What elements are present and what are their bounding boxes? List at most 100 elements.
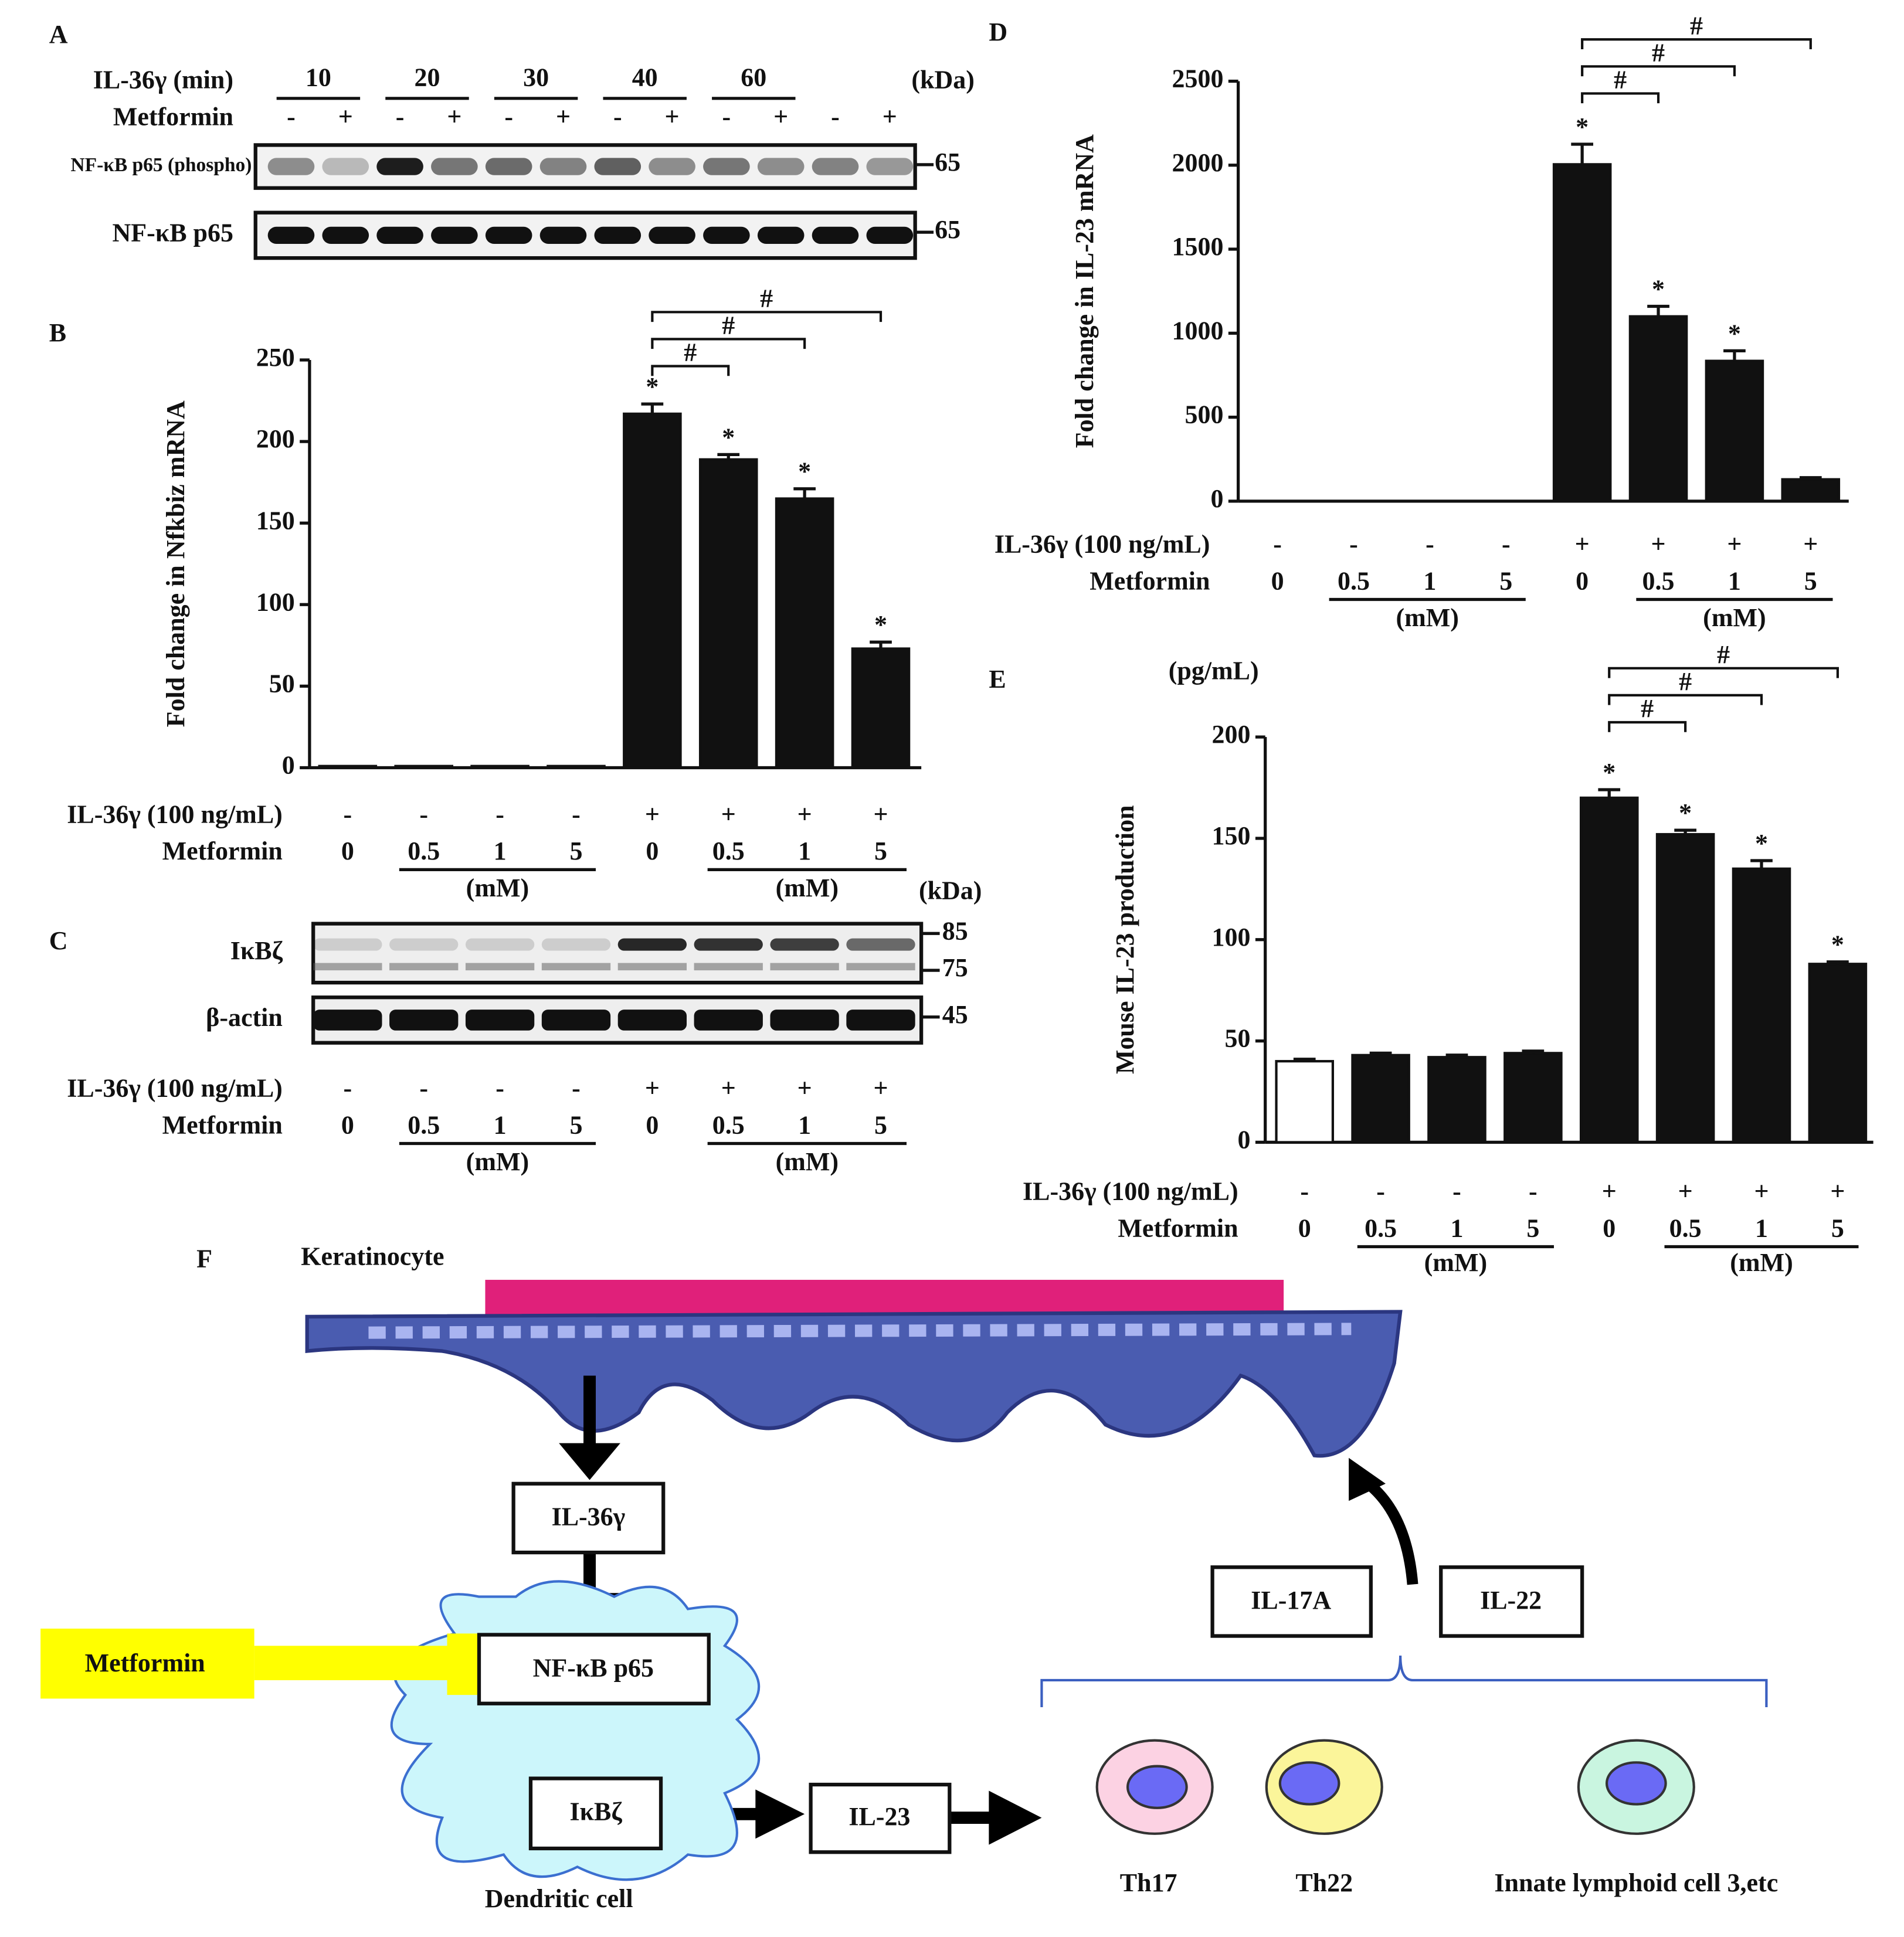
significance-star: * [798,457,811,486]
unit-label: (mM) [466,1147,529,1176]
bar [1503,1052,1563,1144]
condition-value: - [1529,1177,1538,1205]
condition-label: IL-36γ (100 ng/mL) [995,530,1210,559]
bar [547,764,606,769]
band [267,158,315,175]
time-label: 10 [306,63,331,91]
bar [1552,163,1612,503]
metformin-sign: - [287,103,296,131]
ikbz-label: IκBζ [569,1797,622,1826]
condition-value: - [572,1074,581,1103]
condition-value: 0 [1603,1214,1615,1242]
condition-value: 1 [494,1110,507,1139]
condition-value: - [1376,1177,1385,1205]
arrow-head [1349,1457,1386,1501]
condition-value: 1 [1755,1214,1768,1242]
inhibition-cap [447,1633,479,1695]
error-bar [1723,349,1746,361]
significance-star: * [1652,274,1665,303]
band [866,158,914,175]
error-bar [1647,304,1669,317]
y-tick-label: 0 [282,751,295,780]
bracket [1581,92,1660,104]
condition-value: - [1349,530,1358,559]
epidermis [305,1310,1403,1458]
metformin-sign: + [883,103,897,131]
band [539,158,587,175]
condition-value: + [797,1074,812,1103]
y-tick-label: 200 [1212,720,1251,749]
band [267,226,315,244]
condition-value: 0 [1298,1214,1311,1242]
condition-value: 0.5 [712,837,745,865]
significance-star: * [1576,113,1589,141]
condition-value: + [645,800,660,828]
y-tick-label: 0 [1238,1126,1251,1154]
condition-value: 0 [646,837,659,865]
metformin-box [40,1628,254,1699]
condition-value: 0.5 [712,1110,745,1139]
y-axis-title: Fold change in IL-23 mRNA [1070,134,1099,448]
significance-star: * [646,372,659,401]
metformin-label: Metformin [85,1649,205,1677]
marker-label: 85 [942,916,968,945]
arrow-head [559,1443,1042,1845]
metformin-sign: + [556,103,571,131]
condition-value: - [1502,530,1511,559]
nucleus [1126,1765,1188,1809]
unit-label: (mM) [1396,603,1458,632]
kda-label: (kDa) [919,876,982,905]
condition-value: - [572,800,581,828]
metformin-sign: + [447,103,461,131]
time-label: 40 [632,63,658,91]
blot-row-label: β-actin [206,1003,283,1032]
y-tick-label: 150 [256,506,295,535]
y-tick-label: 1000 [1172,316,1223,345]
metformin-sign: - [831,103,840,131]
band [389,938,459,951]
condition-value: - [419,800,428,828]
condition-label: Metformin [162,1110,283,1139]
condition-value: 0 [1271,566,1284,595]
th22-label: Th22 [1295,1868,1353,1897]
condition-value: 0.5 [1365,1214,1397,1242]
band [770,963,839,971]
y-tick-label: 50 [269,669,295,698]
panel-label: A [49,20,68,49]
condition-value: + [873,800,888,828]
bar [1427,1056,1486,1144]
band [649,226,695,244]
band [866,226,914,244]
marker-label: 65 [935,148,961,176]
error-bar [717,453,740,460]
band [649,158,695,175]
bar [1732,867,1791,1144]
blot-row-label: NF-κB p65 [113,218,233,247]
bar [623,412,682,769]
error-bar [870,640,892,649]
kda-label: (kDa) [911,66,975,94]
band [322,226,369,244]
th17-label: Th17 [1120,1868,1177,1897]
condition-value: 1 [1728,566,1741,595]
bar [394,764,453,769]
error-bar [793,487,816,499]
time-label: 60 [741,63,766,91]
band [313,938,382,951]
cell-texture [368,1323,1352,1339]
condition-value: 0.5 [1338,566,1370,595]
band [594,158,642,175]
condition-value: 0.5 [1642,566,1675,595]
condition-label: Metformin [162,837,283,865]
condition-value: 5 [569,1110,582,1139]
condition-value: 0 [1576,566,1589,595]
error-bar [1445,1054,1468,1058]
condition-value: 5 [874,837,887,865]
marker-label: 75 [942,953,968,982]
unit-label: (mM) [776,1147,839,1176]
error-bar [1799,476,1822,480]
bar [1808,963,1868,1144]
blot-frame [311,922,924,985]
condition-label: Metformin [1118,1214,1238,1242]
